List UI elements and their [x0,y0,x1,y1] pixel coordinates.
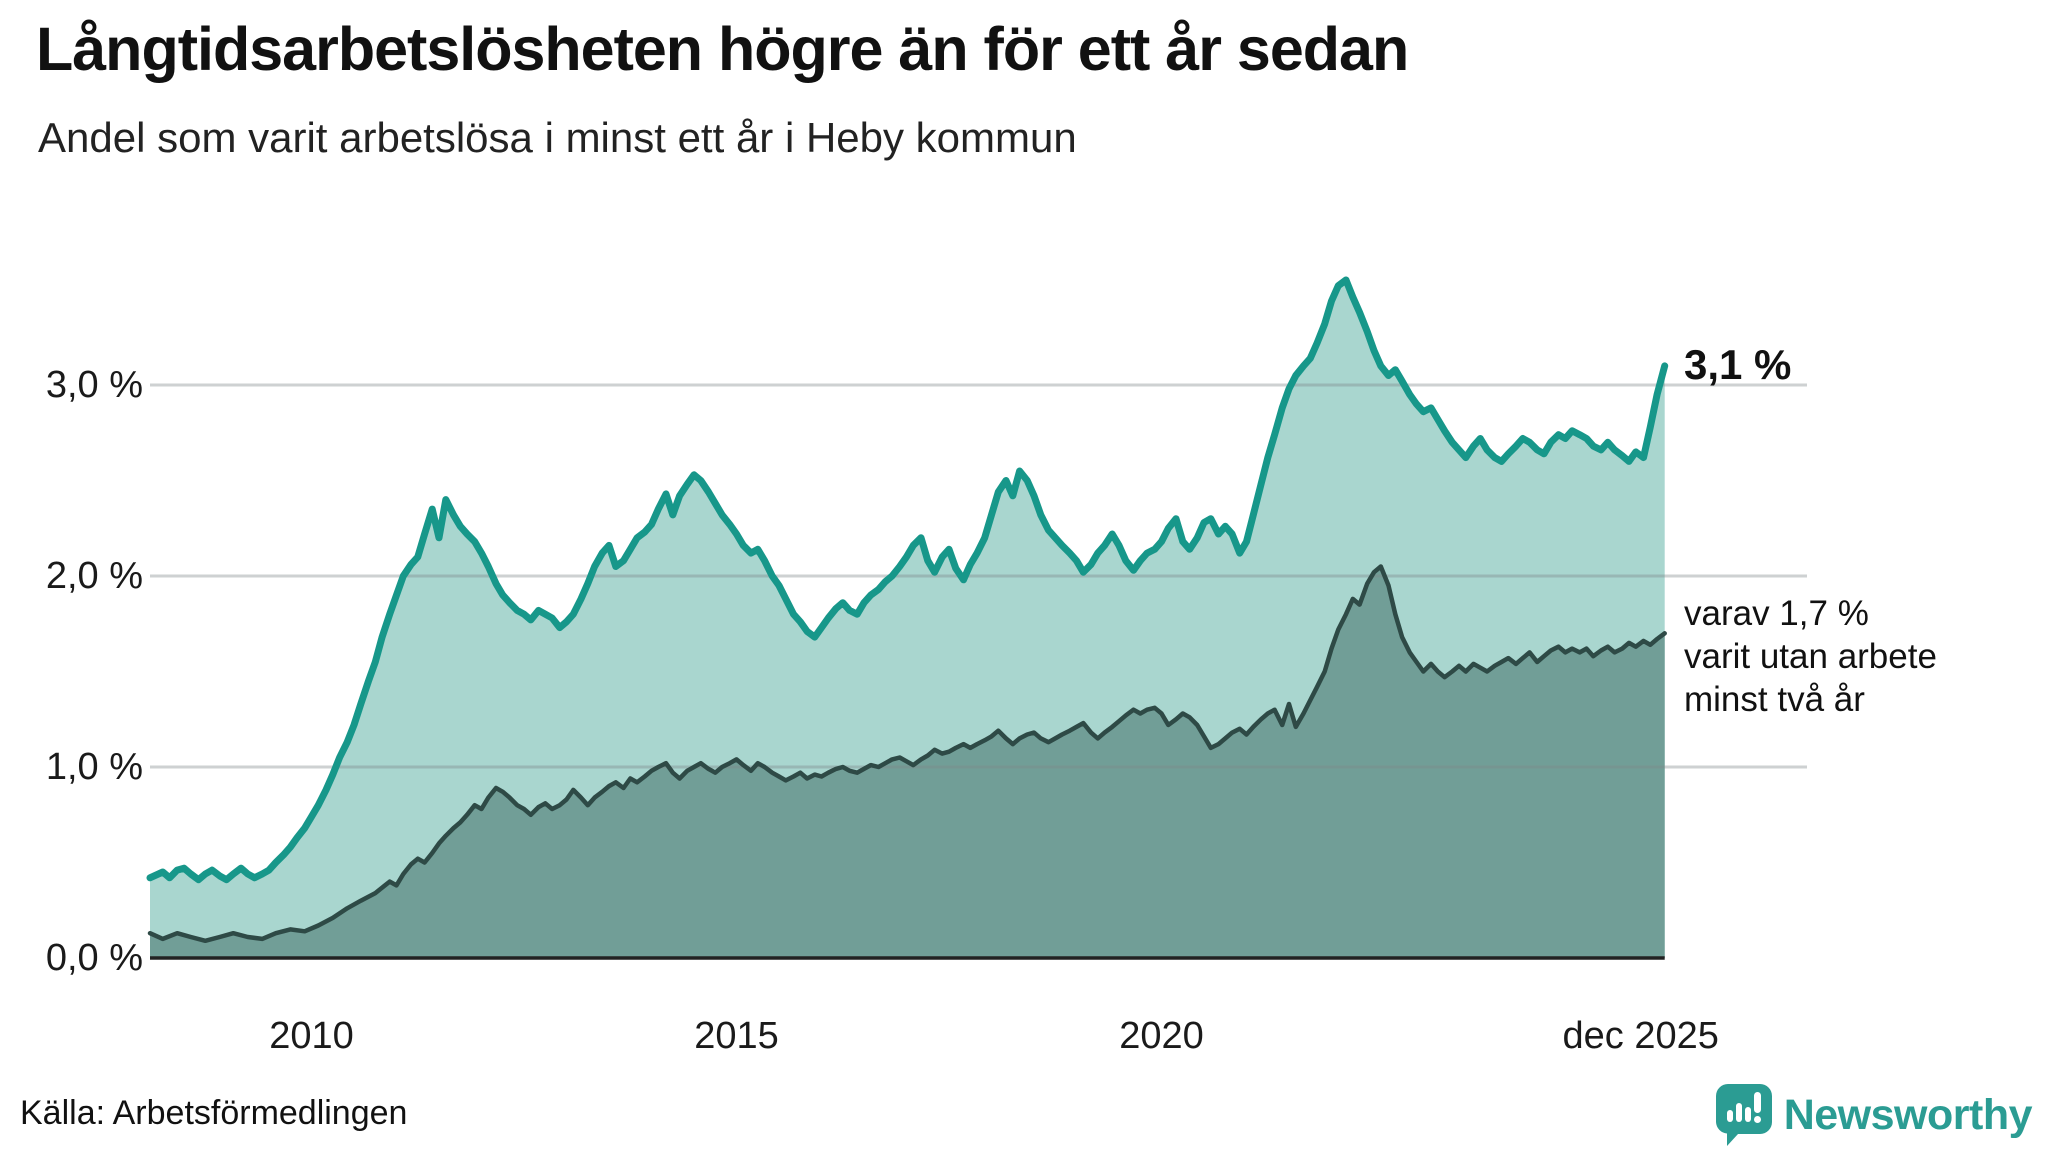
series-line-min-one-year [146,276,1669,884]
y-axis-label-1: 1,0 % [46,746,143,788]
secondary-series-annotation: varav 1,7 % varit utan arbete minst två … [1684,592,1937,721]
source-label: Källa: Arbetsförmedlingen [20,1094,408,1132]
y-axis-label-0: 0,0 % [46,937,143,979]
y-axis-label-3: 3,0 % [46,364,143,406]
x-axis-label-2020: 2020 [1119,1015,1204,1057]
secondary-annotation-line2: varit utan arbete [1684,637,1937,676]
newsworthy-wordmark: Newsworthy [1783,1090,2033,1139]
x-axis-label-2015: 2015 [694,1015,779,1057]
page-subtitle: Andel som varit arbetslösa i minst ett å… [38,114,1077,161]
y-axis-label-2: 2,0 % [46,555,143,597]
x-axis-label-2010: 2010 [269,1015,354,1057]
chart-speech-bubble-icon [1715,1084,1772,1146]
latest-value-label: 3,1 % [1684,341,1792,388]
newsworthy-logo: Newsworthy [1715,1084,2033,1146]
secondary-annotation-line3: minst två år [1684,680,1865,719]
x-axis-label-dec-2025: dec 2025 [1563,1015,1719,1057]
series-line-min-two-years [147,564,1667,944]
secondary-annotation-line1: varav 1,7 % [1684,594,1869,633]
page-title: Långtidsarbetslösheten högre än för ett … [36,15,1409,83]
